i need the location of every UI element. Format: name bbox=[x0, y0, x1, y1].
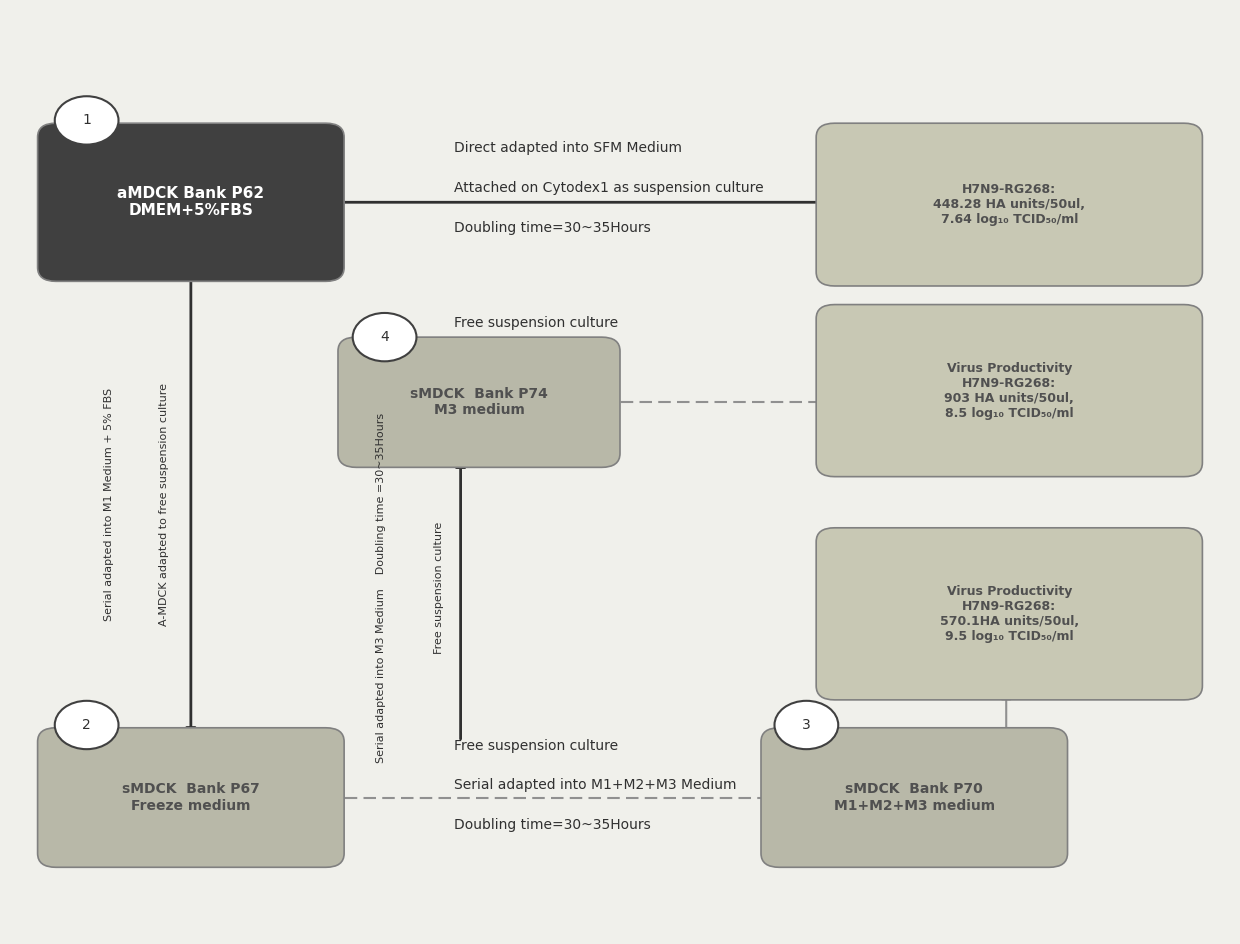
Text: sMDCK  Bank P74
M3 medium: sMDCK Bank P74 M3 medium bbox=[410, 387, 548, 417]
Text: Free suspension culture: Free suspension culture bbox=[434, 522, 444, 654]
FancyBboxPatch shape bbox=[816, 305, 1203, 477]
Circle shape bbox=[55, 96, 119, 144]
Text: A-MDCK adapted to free suspension culture: A-MDCK adapted to free suspension cultur… bbox=[159, 383, 169, 626]
Text: 4: 4 bbox=[381, 330, 389, 345]
Text: 2: 2 bbox=[82, 718, 91, 732]
FancyBboxPatch shape bbox=[761, 728, 1068, 868]
Text: Serial adapted into M1 Medium + 5% FBS: Serial adapted into M1 Medium + 5% FBS bbox=[104, 388, 114, 621]
Circle shape bbox=[55, 700, 119, 750]
Circle shape bbox=[352, 313, 417, 362]
Text: 3: 3 bbox=[802, 718, 811, 732]
Text: Virus Productivity
H7N9-RG268:
903 HA units/50ul,
8.5 log₁₀ TCID₅₀/ml: Virus Productivity H7N9-RG268: 903 HA un… bbox=[945, 362, 1074, 420]
FancyBboxPatch shape bbox=[816, 124, 1203, 286]
Text: Doubling time=30~35Hours: Doubling time=30~35Hours bbox=[455, 818, 651, 832]
FancyBboxPatch shape bbox=[339, 337, 620, 467]
Text: Virus Productivity
H7N9-RG268:
570.1HA units/50ul,
9.5 log₁₀ TCID₅₀/ml: Virus Productivity H7N9-RG268: 570.1HA u… bbox=[940, 585, 1079, 643]
FancyBboxPatch shape bbox=[37, 124, 345, 281]
Text: 1: 1 bbox=[82, 113, 91, 127]
Text: Doubling time=30~35Hours: Doubling time=30~35Hours bbox=[455, 221, 651, 235]
Text: Serial adapted into M3 Medium    Doubling time =30~35Hours: Serial adapted into M3 Medium Doubling t… bbox=[376, 413, 386, 764]
FancyBboxPatch shape bbox=[37, 728, 345, 868]
Text: aMDCK Bank P62
DMEM+5%FBS: aMDCK Bank P62 DMEM+5%FBS bbox=[118, 186, 264, 218]
FancyBboxPatch shape bbox=[816, 528, 1203, 700]
Text: sMDCK  Bank P67
Freeze medium: sMDCK Bank P67 Freeze medium bbox=[122, 783, 259, 813]
Text: Free suspension culture: Free suspension culture bbox=[455, 316, 619, 330]
Circle shape bbox=[775, 700, 838, 750]
Text: Direct adapted into SFM Medium: Direct adapted into SFM Medium bbox=[455, 142, 682, 156]
Text: sMDCK  Bank P70
M1+M2+M3 medium: sMDCK Bank P70 M1+M2+M3 medium bbox=[833, 783, 994, 813]
Text: Attached on Cytodex1 as suspension culture: Attached on Cytodex1 as suspension cultu… bbox=[455, 181, 764, 195]
Text: H7N9-RG268:
448.28 HA units/50ul,
7.64 log₁₀ TCID₅₀/ml: H7N9-RG268: 448.28 HA units/50ul, 7.64 l… bbox=[934, 183, 1085, 227]
Text: Free suspension culture: Free suspension culture bbox=[455, 739, 619, 753]
Text: Serial adapted into M1+M2+M3 Medium: Serial adapted into M1+M2+M3 Medium bbox=[455, 779, 737, 792]
